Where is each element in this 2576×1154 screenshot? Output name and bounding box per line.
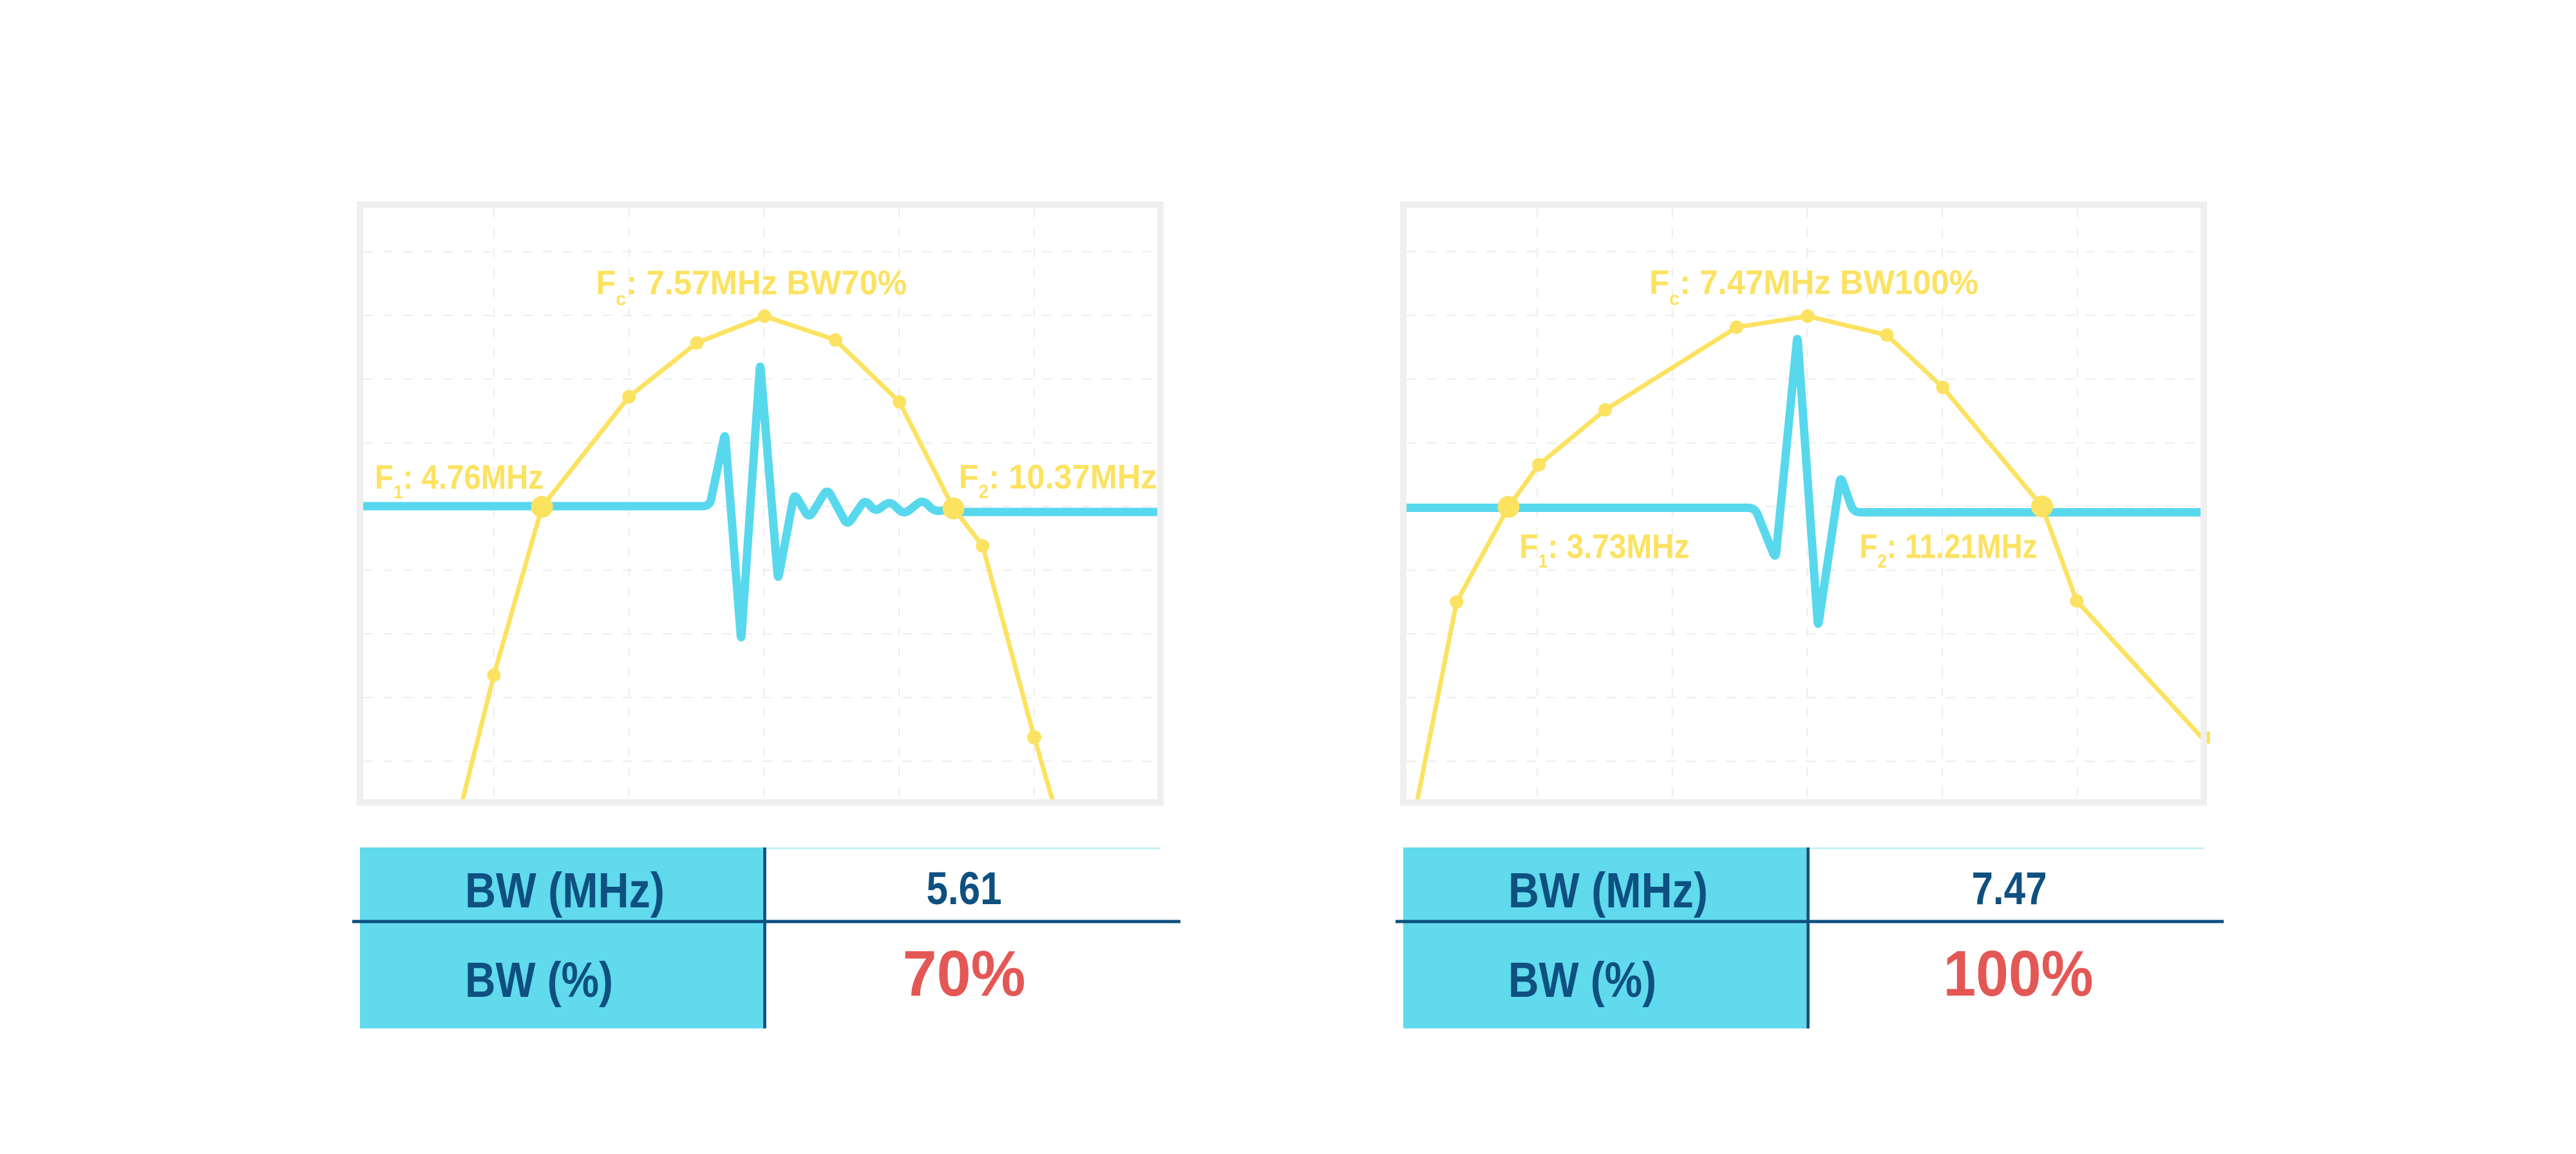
svg-text:BW (%): BW (%) [1508,952,1656,1008]
svg-text:BW (MHz): BW (MHz) [1508,863,1708,918]
svg-text:7.47: 7.47 [1972,864,2047,914]
svg-text:Fc: 7.47MHz BW100%: Fc: 7.47MHz BW100% [1649,264,1978,310]
svg-text:5.61: 5.61 [927,864,1002,914]
svg-text:BW (%): BW (%) [465,952,613,1008]
svg-text:BW (MHz): BW (MHz) [465,863,665,918]
svg-text:70%: 70% [903,938,1026,1010]
svg-text:F2: 11.21MHz: F2: 11.21MHz [1860,527,2038,572]
svg-text:F2: 10.37MHz: F2: 10.37MHz [959,459,1157,503]
svg-text:F1: 4.76MHz: F1: 4.76MHz [375,459,544,503]
svg-text:F1: 3.73MHz: F1: 3.73MHz [1519,527,1689,572]
svg-text:100%: 100% [1944,938,2094,1010]
